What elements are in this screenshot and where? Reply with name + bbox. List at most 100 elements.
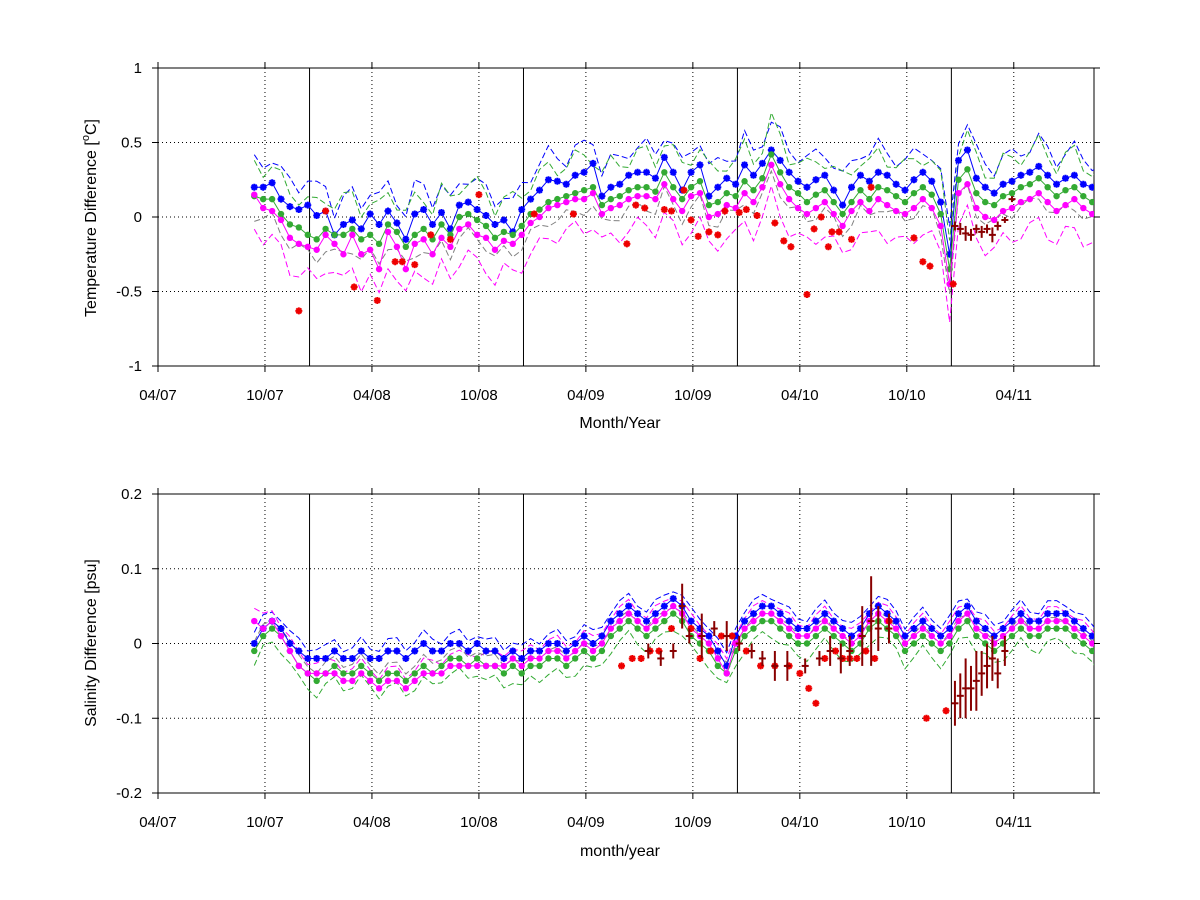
temp-y-tick-label: -0.5: [116, 284, 142, 301]
sal-red-point: [707, 647, 715, 655]
temp-blue-point: [1017, 171, 1025, 179]
temp-blue-point: [758, 159, 766, 167]
sal-red-point: [821, 654, 829, 662]
temp-blue-point: [437, 209, 445, 217]
sal-magenta-point: [1035, 625, 1042, 632]
temp-green-point: [643, 184, 650, 191]
sal-magenta-point: [1008, 625, 1016, 632]
sal-blue-point: [963, 602, 971, 610]
temp-magenta-point: [295, 240, 303, 248]
sal-green-point: [768, 617, 775, 625]
sal-blue-series-line: [253, 597, 1094, 668]
temp-blue-point: [714, 183, 722, 191]
sal-green-point: [910, 640, 918, 647]
sal-magenta-point: [411, 677, 418, 685]
temp-magenta-point: [1169, 211, 1175, 217]
temp-x-tick-label: 04/07: [139, 387, 177, 404]
sal-green-point: [812, 632, 820, 640]
sal-green-point: [607, 632, 615, 640]
sal-green-point: [500, 670, 508, 677]
sal-y-tick-label: -0.2: [116, 785, 142, 802]
temp-green-point: [883, 186, 891, 194]
temp-x-tick-label: 04/10: [781, 387, 819, 404]
temp-magenta-point: [857, 198, 864, 206]
temp-green-point: [1178, 193, 1184, 199]
temp-blue-point: [696, 161, 704, 169]
temp-red-point: [835, 228, 843, 236]
sal-green-point: [375, 677, 383, 685]
temp-magenta-point: [571, 195, 579, 203]
temp-magenta-point: [634, 192, 641, 200]
temp-x-tick-label: 04/08: [353, 387, 391, 404]
sal-magenta-point: [304, 670, 311, 677]
temp-blue-point: [883, 171, 891, 179]
sal-blue-point: [669, 595, 677, 603]
sal-blue-point: [384, 647, 392, 655]
temp-green-point: [696, 178, 704, 185]
temperature-panel: -1 -0.5 0 0.5 1 04/07 10/07 04/08 10/08 04/09 10/0…: [80, 60, 1184, 432]
temp-magenta-point: [580, 195, 588, 203]
temp-blue-point: [295, 206, 303, 214]
sal-red-point: [728, 632, 736, 640]
temp-green-point: [1062, 186, 1069, 194]
sal-magenta-point: [910, 632, 918, 640]
temp-green-point: [393, 228, 401, 236]
sal-blue-point: [705, 632, 713, 640]
sal-red-point: [742, 647, 750, 655]
sal-blue-point: [910, 625, 918, 633]
sal-green-point: [251, 647, 258, 655]
sal-y-axis-label: Salinity Difference [psu]: [83, 559, 100, 727]
temp-green-point: [982, 198, 989, 206]
sal-blue-point: [562, 647, 570, 655]
sal-magenta-point: [1062, 617, 1069, 625]
sal-green-point: [456, 655, 463, 662]
temp-green-point: [473, 216, 481, 224]
sal-magenta-point: [1089, 640, 1094, 647]
temp-magenta-point: [1062, 201, 1069, 209]
temp-red-point: [641, 204, 649, 212]
sal-magenta-point: [589, 647, 597, 655]
sal-green-point: [973, 632, 980, 640]
sal-blue-point: [732, 632, 740, 640]
sal-red-point: [796, 669, 804, 677]
sal-green-point: [1008, 632, 1016, 640]
temp-blue-point: [892, 180, 900, 188]
sal-green-point: [438, 662, 445, 670]
temp-blue-series-line: [254, 148, 1094, 255]
temp-green-point: [304, 231, 311, 239]
sal-magenta-point: [1187, 663, 1193, 669]
sal-green-point: [803, 640, 811, 647]
sal-x-tick-label: 10/10: [888, 814, 926, 831]
sal-green-point: [1160, 670, 1166, 676]
sal-blue-point: [571, 640, 579, 647]
sal-magenta-point: [1044, 617, 1051, 625]
temp-magenta-point: [375, 265, 383, 273]
sal-blue-point: [865, 610, 873, 618]
temp-magenta-point: [625, 195, 632, 203]
temp-magenta-point: [304, 243, 311, 250]
temp-green-point: [589, 184, 597, 191]
sal-blue-point: [937, 632, 945, 640]
temp-green-point: [295, 224, 303, 231]
sal-blue-point: [892, 617, 900, 625]
temp-red-point: [867, 183, 875, 191]
temp-blue-point: [839, 201, 847, 209]
temp-blue-point: [643, 168, 651, 176]
temp-magenta-point: [670, 195, 677, 203]
sal-blue-point: [250, 640, 258, 647]
temp-magenta-point: [973, 204, 980, 212]
temp-red-point: [926, 262, 934, 270]
temp-blue-point: [500, 216, 508, 224]
sal-blue-point: [331, 647, 339, 655]
sal-green-point: [1134, 685, 1140, 691]
sal-blue-point: [1160, 655, 1167, 662]
temp-blue-point: [536, 186, 544, 194]
sal-magenta-point: [482, 662, 490, 670]
temp-magenta-point: [420, 236, 427, 243]
sal-red-point: [812, 699, 820, 707]
temp-blue-point: [277, 195, 285, 203]
temp-blue-point: [1088, 183, 1094, 191]
temp-green-point: [670, 184, 677, 191]
sal-red-point: [831, 647, 839, 655]
sal-blue-point: [856, 625, 864, 633]
